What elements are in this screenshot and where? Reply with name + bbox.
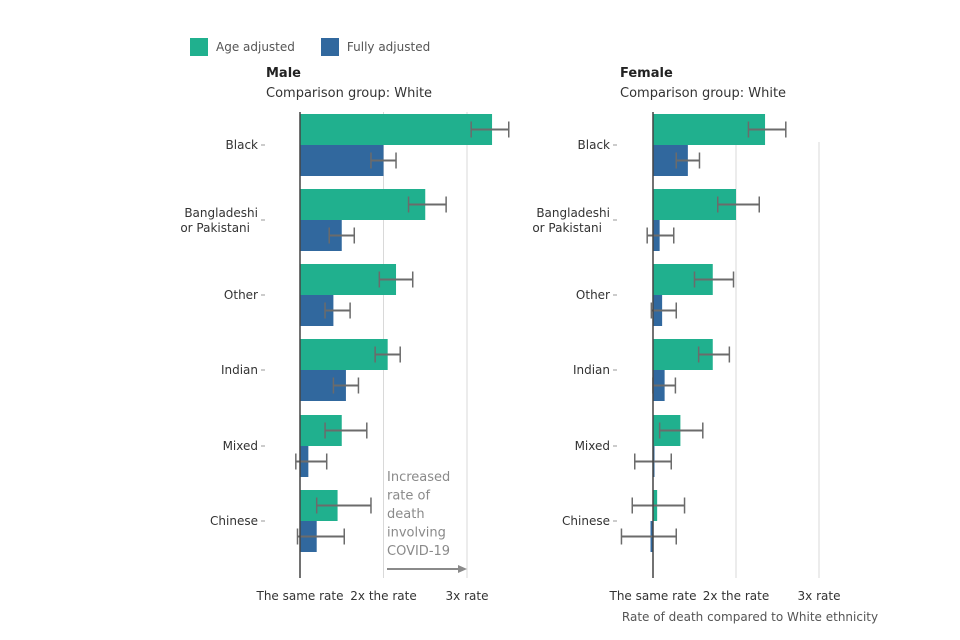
annotation-line-0: Increased: [387, 470, 450, 485]
female-category-label-5: Chinese: [562, 514, 610, 528]
male-bar-full-0: [300, 145, 384, 176]
legend-swatch-age-adjusted: [190, 38, 208, 56]
female-panel-title: Female: [620, 66, 673, 81]
female-category-label-line: or Pakistani: [532, 221, 602, 235]
male-category-label-line: Other: [224, 288, 258, 302]
male-category-label-5: Chinese: [210, 514, 258, 528]
annotation-line-1: rate of: [387, 489, 430, 504]
male-category-label-0: Black: [226, 138, 259, 152]
male-category-label-line: Chinese: [210, 514, 258, 528]
male-bar-age-3: [300, 339, 388, 370]
male-panel-title: Male: [266, 66, 301, 81]
legend-item-fully-adjusted: Fully adjusted: [320, 38, 431, 56]
female-x-axis-label: Rate of death compared to White ethnicit…: [622, 610, 878, 624]
female-category-label-0: Black: [578, 138, 611, 152]
legend-swatch-fully-adjusted: [320, 38, 339, 56]
male-category-label-4: Mixed: [223, 439, 258, 453]
female-bar-age-0: [653, 114, 766, 145]
female-category-label-line: Bangladeshi: [536, 206, 610, 220]
male-category-label-2: Other: [224, 288, 258, 302]
male-category-label-line: Black: [226, 138, 259, 152]
female-category-label-2: Other: [576, 288, 610, 302]
male-xtick-label-2: 3x rate: [446, 589, 489, 603]
female-category-label-line: Black: [578, 138, 611, 152]
male-category-label-3: Indian: [221, 363, 258, 377]
legend: Age adjusted Fully adjusted: [190, 38, 456, 56]
male-category-label-line: Mixed: [223, 439, 258, 453]
female-category-label-4: Mixed: [575, 439, 610, 453]
female-category-label-line: Mixed: [575, 439, 610, 453]
female-xtick-label-0: The same rate: [609, 589, 697, 603]
female-category-label-line: Indian: [573, 363, 610, 377]
female-panel-subtitle: Comparison group: White: [620, 86, 787, 101]
male-bar-age-0: [300, 114, 493, 145]
female-category-label-3: Indian: [573, 363, 610, 377]
female-category-label-1: Bangladeshi or Pakistani: [532, 206, 610, 235]
annotation-line-3: involving: [387, 526, 446, 541]
male-xtick-label-0: The same rate: [256, 589, 344, 603]
female-xtick-label-2: 3x rate: [798, 589, 841, 603]
male-category-label-line: or Pakistani: [180, 221, 250, 235]
male-category-label-1: Bangladeshi or Pakistani: [180, 206, 258, 235]
female-category-label-line: Chinese: [562, 514, 610, 528]
male-category-label-line: Indian: [221, 363, 258, 377]
legend-label-age-adjusted: Age adjusted: [216, 40, 295, 54]
annotation-line-2: death: [387, 507, 425, 522]
male-category-label-line: Bangladeshi: [184, 206, 258, 220]
female-category-label-line: Other: [576, 288, 610, 302]
legend-label-fully-adjusted: Fully adjusted: [346, 40, 431, 54]
male-bar-age-1: [300, 189, 426, 220]
annotation-line-4: COVID-19: [387, 544, 450, 559]
male-panel-subtitle: Comparison group: White: [266, 86, 433, 101]
female-xtick-label-1: 2x the rate: [703, 589, 769, 603]
legend-item-age-adjusted: Age adjusted: [190, 38, 295, 56]
annotation-arrow-head-icon: [458, 565, 467, 573]
male-xtick-label-1: 2x the rate: [350, 589, 416, 603]
